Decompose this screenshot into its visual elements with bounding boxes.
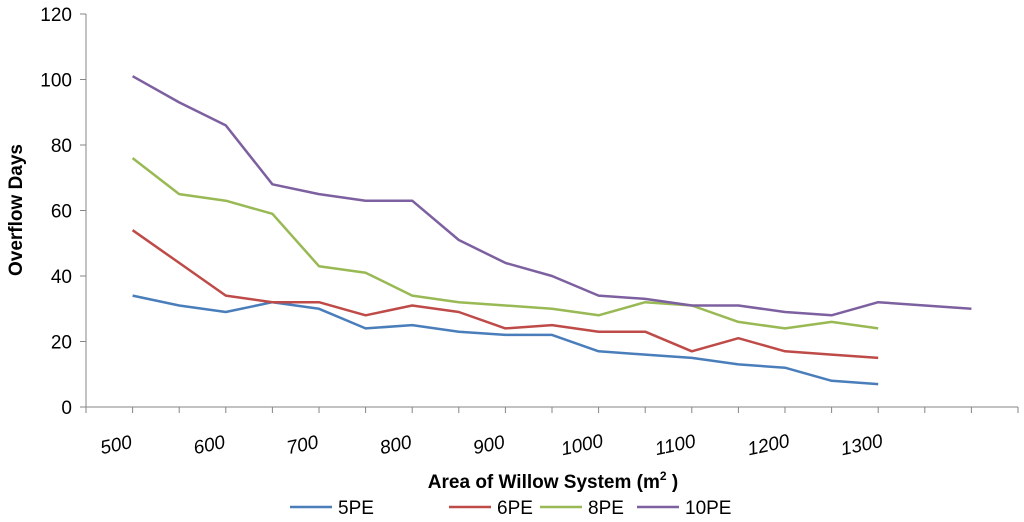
series-line-8pe xyxy=(131,157,879,330)
y-tick-label: 120 xyxy=(40,5,72,26)
legend-label-10pe: 10PE xyxy=(685,498,731,519)
y-axis-title: Overflow Days xyxy=(6,144,27,276)
series-line-5pe xyxy=(132,294,879,386)
y-tick-label: 60 xyxy=(51,202,72,223)
legend-label-8pe: 8PE xyxy=(588,498,624,519)
x-axis-title-close: ) xyxy=(667,472,679,493)
x-tick-label: 700 xyxy=(285,432,321,459)
x-axis-title-superscript: 2 xyxy=(660,469,667,483)
series-line-10pe xyxy=(131,75,972,317)
y-tick-label: 20 xyxy=(51,333,72,354)
legend: 5PE 6PE 8PE 10PE xyxy=(290,498,731,519)
y-axis: 0 20 40 60 80 100 120 xyxy=(40,5,87,419)
y-tick-label: 80 xyxy=(51,136,72,157)
x-axis: 500 600 700 800 900 1000 1100 1200 1300 xyxy=(85,406,1019,460)
y-tick-label: 40 xyxy=(51,267,72,288)
y-tick-label: 0 xyxy=(61,398,72,419)
x-axis-title-main: Area of Willow System (m xyxy=(428,472,660,493)
x-tick-label: 800 xyxy=(378,432,414,459)
x-tick-label: 500 xyxy=(98,432,134,459)
x-tick-label: 1000 xyxy=(559,431,605,460)
x-tick-label: 1100 xyxy=(653,431,698,460)
legend-label-6pe: 6PE xyxy=(497,498,533,519)
x-tick-label: 600 xyxy=(192,432,228,459)
x-axis-title: Area of Willow System (m2 ) xyxy=(428,469,678,493)
x-tick-label: 1200 xyxy=(746,431,792,460)
legend-label-5pe: 5PE xyxy=(338,498,374,519)
x-tick-label: 900 xyxy=(471,432,507,459)
x-tick-label: 1300 xyxy=(839,431,885,460)
series-line-6pe xyxy=(131,229,879,360)
y-tick-label: 100 xyxy=(40,71,72,92)
plot-lines xyxy=(131,75,972,386)
